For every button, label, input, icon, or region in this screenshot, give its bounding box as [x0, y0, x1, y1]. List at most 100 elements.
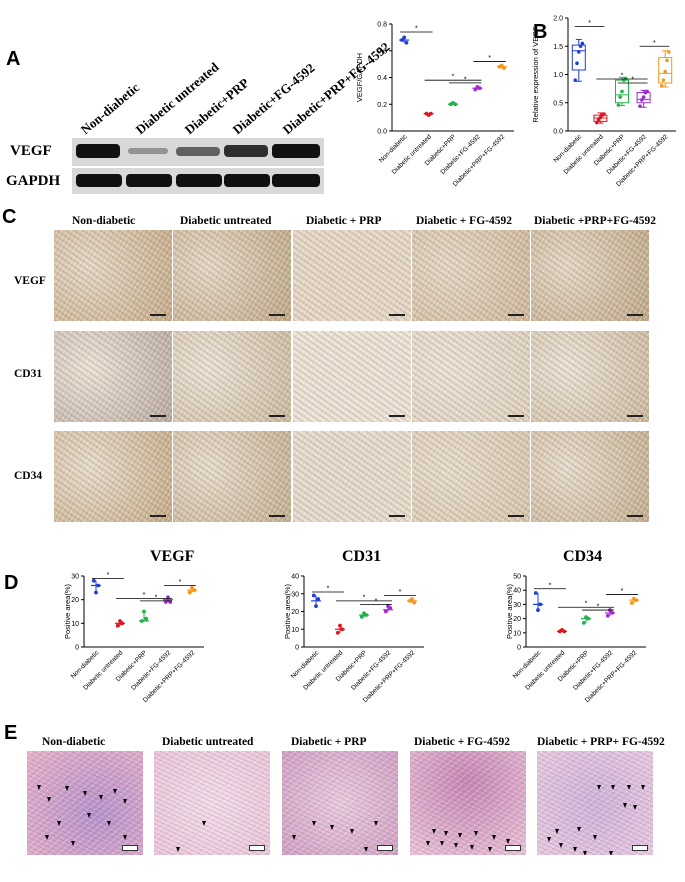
- d-cd31-ytick-label: 30: [291, 591, 299, 598]
- d-vegf-point: [192, 588, 197, 593]
- d-cd31-point: [340, 627, 345, 632]
- ihc-image-vegf-1: [54, 230, 172, 321]
- he-arrowhead: [470, 845, 474, 850]
- d-vegf-ytick-label: 30: [71, 574, 79, 581]
- chart-b-boxplot: 0.0 0.5 1.0 1.5 2.0 Relative expression of VE…: [531, 16, 676, 188]
- ihc-image-cd31-2: [173, 331, 291, 422]
- lane-label-4: Diabetic+FG-4592: [229, 60, 318, 138]
- d-vegf-sig-star: *: [179, 579, 182, 586]
- ihc-image-vegf-2: [173, 230, 291, 321]
- d-vegf-point: [94, 590, 98, 595]
- he-arrowhead: [440, 841, 444, 846]
- d-cd31-sig-star: *: [375, 598, 378, 605]
- chart-d-cd31-title: CD31: [342, 548, 382, 565]
- vegf-band-4: [224, 145, 268, 157]
- d-cd34-point: [629, 601, 634, 605]
- b-point: [645, 89, 649, 94]
- he-arrowhead: [176, 847, 180, 852]
- he-image-2: [154, 751, 270, 855]
- a-point: [402, 35, 407, 40]
- panel-label-e: E: [4, 722, 18, 744]
- he-image-5: [537, 751, 653, 855]
- panel-label-d: D: [4, 572, 19, 594]
- a-ytick-label: 0.2: [377, 102, 387, 109]
- b-point: [620, 89, 624, 94]
- he-image-3: [282, 751, 398, 855]
- he-arrowhead: [364, 847, 368, 852]
- ihc-col-title-5: Diabetic +PRP+FG-4592: [534, 215, 657, 227]
- d-cd34-ytick-label: 0: [517, 645, 521, 652]
- he-arrowhead: [611, 785, 615, 790]
- d-cd31-ytick-label: 10: [291, 627, 299, 634]
- he-scale-bar: [249, 845, 265, 851]
- ihc-row-title-vegf: VEGF: [14, 275, 46, 287]
- d-vegf-point: [142, 609, 146, 614]
- d-cd34-sig-star: *: [585, 601, 588, 608]
- he-arrowhead: [627, 785, 631, 790]
- he-arrowhead: [57, 821, 61, 826]
- d-vegf-sig-star: *: [155, 594, 158, 601]
- vegf-band-2: [128, 148, 168, 154]
- he-arrowhead: [593, 835, 597, 840]
- d-cd34-ytick-label: 40: [513, 588, 521, 595]
- a-point: [453, 102, 458, 107]
- he-arrowhead: [583, 851, 587, 855]
- b-sig-star: *: [588, 20, 591, 27]
- ihc-image-cd31-3: [293, 331, 411, 422]
- chart-a-quant: 0.00.20.40.60.8VEGF/GAPDHNon-diabeticDia…: [355, 22, 514, 188]
- ihc-image-cd34-3: [293, 431, 411, 522]
- he-arrowhead: [633, 805, 637, 810]
- d-vegf-point: [115, 623, 120, 628]
- d-vegf-point: [120, 621, 125, 626]
- he-arrowhead: [123, 799, 127, 804]
- a-point: [473, 87, 478, 92]
- a-ytick-label: 0.8: [377, 22, 387, 29]
- b-box: [571, 44, 586, 71]
- d-cd34-point: [581, 620, 586, 625]
- b-point: [577, 50, 581, 54]
- b-point: [580, 41, 585, 46]
- b-ytick-label: 0.5: [553, 100, 563, 107]
- d-cd31-point: [412, 600, 417, 605]
- he-arrowhead: [444, 831, 448, 836]
- d-cd34-ylabel: Positive area(%): [505, 583, 514, 639]
- d-cd34-point: [586, 616, 591, 621]
- d-cd34-sig-star: *: [621, 588, 624, 595]
- b-box: [636, 92, 651, 104]
- he-arrowhead: [87, 813, 91, 818]
- he-arrowhead: [45, 835, 49, 840]
- b-box: [658, 57, 673, 84]
- panel-label-a: A: [6, 48, 21, 70]
- lane-label-1: Non-diabetic: [77, 79, 143, 138]
- he-arrowhead: [573, 847, 577, 852]
- ihc-col-title-2: Diabetic untreated: [180, 215, 272, 227]
- he-col-title-4: Diabetic + FG-4592: [414, 736, 510, 748]
- b-point: [578, 44, 583, 49]
- d-cd34-point: [605, 613, 610, 618]
- a-ylabel: VEGF/GAPDH: [355, 53, 364, 102]
- d-cd34-ytick-label: 10: [513, 630, 521, 637]
- ihc-col-title-4: Diabetic + FG-4592: [416, 215, 512, 227]
- he-arrowhead: [577, 827, 581, 832]
- d-cd31-point: [364, 613, 369, 617]
- a-point: [404, 40, 409, 45]
- blot-label-gapdh: GAPDH: [6, 173, 61, 189]
- d-cd31-point: [359, 614, 364, 619]
- ihc-image-cd31-4: [412, 331, 530, 422]
- he-arrowhead: [83, 791, 87, 796]
- gapdh-blot: [72, 168, 324, 194]
- b-point: [663, 69, 667, 74]
- he-arrowhead: [426, 841, 430, 846]
- d-cd31-ytick-label: 0: [295, 645, 299, 652]
- b-point: [665, 58, 669, 63]
- he-arrowhead: [555, 829, 559, 834]
- he-arrowhead: [641, 785, 645, 790]
- d-cd31-ylabel: Positive area(%): [283, 583, 292, 639]
- a-point: [428, 111, 433, 116]
- a-ytick-label: 0.0: [377, 129, 387, 136]
- he-arrowhead: [547, 837, 551, 842]
- blot-label-vegf: VEGF: [10, 143, 52, 159]
- he-col-title-3: Diabetic + PRP: [291, 736, 367, 748]
